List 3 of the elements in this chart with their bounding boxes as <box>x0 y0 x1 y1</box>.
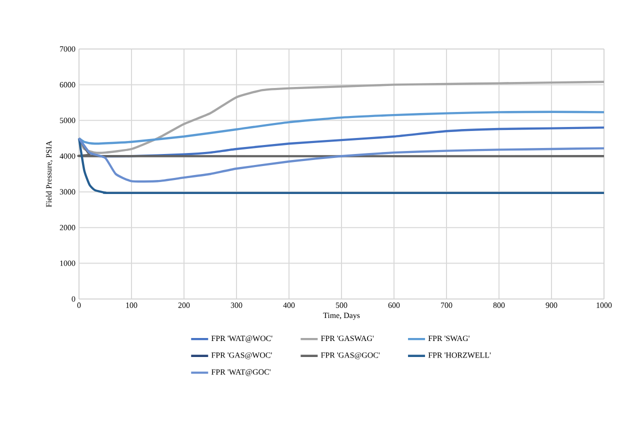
line-series <box>78 137 606 194</box>
line-series <box>78 137 606 183</box>
line-series <box>78 110 606 145</box>
